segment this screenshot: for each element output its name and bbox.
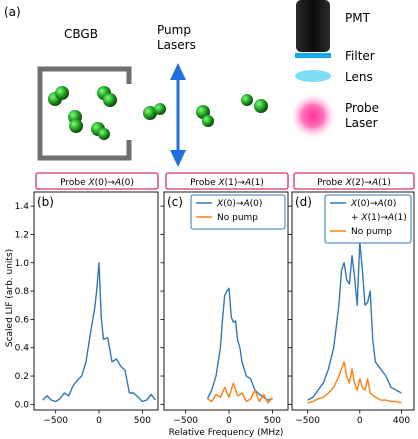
legend: X(0)→A(0) No pump [190, 194, 286, 230]
pmt-label: PMT [345, 11, 371, 25]
molecules-group [48, 86, 268, 140]
legend: X(0)→A(0) + X(1)→A(1) No pump [324, 194, 412, 244]
probe-title-box [293, 172, 415, 190]
legend-box [324, 194, 412, 244]
axes-frame [33, 191, 159, 411]
plot-panel-d: Probe X(2)→A(1) −500 0 400 (d) X(0)→A(0) + X(1… [288, 172, 415, 426]
plots-group: Probe X(0)→A(0) −500 0 500 0.0 0.2 0.4 0.6 0.8 1.… [15, 172, 415, 426]
schematic-panel: (a) CBGB Pump Lasers [4, 0, 379, 167]
x-tick-label: −500 [43, 416, 68, 426]
molecule [103, 93, 117, 107]
y-tick-label: 1.2 [15, 230, 29, 240]
molecule [55, 86, 69, 100]
shared-y-axis-label: Scaled LIF (arb. units) [5, 249, 15, 347]
x-tick-label: 0 [357, 416, 363, 426]
probe-title: Probe X(2)→A(1) [317, 178, 391, 188]
lens-icon [295, 70, 331, 82]
y-tick-label: 0.8 [15, 287, 30, 297]
series-line-orange [207, 382, 273, 404]
x-tick-label: 500 [264, 416, 281, 426]
probe-title-box [165, 172, 289, 190]
pump-laser-arrow [170, 63, 186, 167]
pump-label-line1: Pump [157, 23, 191, 37]
plot-panel-b: Probe X(0)→A(0) −500 0 500 0.0 0.2 0.4 0.6 0.8 1.… [15, 172, 159, 426]
molecule [69, 119, 83, 133]
lens-label: Lens [345, 70, 373, 84]
probe-title: Probe X(1)→A(1) [190, 178, 264, 188]
x-tick-label: 0 [226, 416, 232, 426]
series-line-blue [307, 240, 402, 401]
panel-label-a: (a) [4, 5, 21, 19]
legend-box [190, 194, 286, 230]
probe-title: Probe X(0)→A(0) [60, 178, 134, 188]
axes-frame [291, 191, 415, 411]
series-line-blue [206, 287, 273, 401]
axes-frame [163, 191, 289, 411]
series-line-blue [42, 262, 156, 403]
panel-label: (d) [295, 195, 312, 209]
legend-entry: X(0)→A(0) [350, 199, 396, 209]
molecule [154, 103, 166, 115]
legend-entry: + X(1)→A(1) [351, 213, 407, 223]
panel-label: (c) [167, 195, 183, 209]
molecule [143, 106, 157, 120]
molecule [202, 115, 214, 127]
molecule [254, 99, 268, 113]
legend-entry: No pump [217, 213, 258, 223]
y-tick-label: 1.4 [15, 202, 30, 212]
filter-icon [295, 53, 331, 58]
shared-x-axis-label: Relative Frequency (MHz) [169, 428, 284, 438]
plot-panel-c: Probe X(1)→A(1) −500 0 500 (c) X(0)→A(0) No pu… [160, 172, 289, 426]
legend-entry: X(0)→A(0) [216, 199, 262, 209]
pump-label-line2: Lasers [157, 38, 196, 52]
probe-label-line1: Probe [345, 101, 379, 115]
cbgb-label: CBGB [64, 27, 98, 41]
legend-entry: No pump [351, 227, 392, 237]
probe-title-box [35, 172, 159, 190]
cbgb-cell-outline [37, 66, 132, 161]
molecule [98, 128, 110, 140]
probe-laser-icon [289, 92, 337, 140]
series-line-orange [307, 361, 402, 404]
y-tick-label: 0.2 [15, 372, 29, 382]
y-tick-label: 0.6 [15, 315, 30, 325]
y-tick-label: 0.0 [15, 400, 30, 410]
x-tick-label: 400 [393, 416, 410, 426]
x-tick-label: 500 [134, 416, 151, 426]
y-tick-label: 1.0 [15, 259, 30, 269]
probe-label-line2: Laser [345, 116, 378, 130]
x-tick-label: −500 [173, 416, 198, 426]
pmt-icon [296, 0, 330, 52]
panel-label: (b) [37, 195, 54, 209]
filter-label: Filter [345, 49, 375, 63]
x-tick-label: 0 [96, 416, 102, 426]
x-tick-label: −500 [295, 416, 320, 426]
y-tick-label: 0.4 [15, 344, 30, 354]
molecule [241, 94, 253, 106]
